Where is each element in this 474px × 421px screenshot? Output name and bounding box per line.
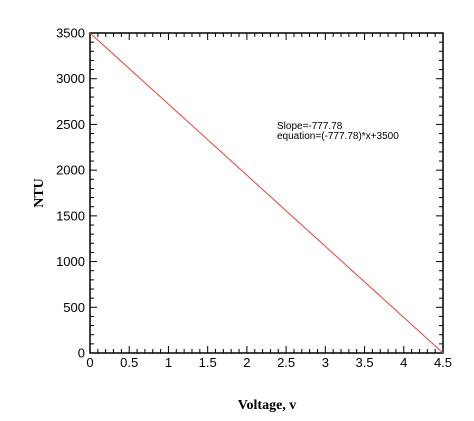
x-tick-label: 0 bbox=[86, 355, 93, 370]
y-tick-label: 500 bbox=[63, 300, 85, 315]
x-tick-label: 2 bbox=[243, 355, 250, 370]
x-axis-ticks: 0 0.5 1 1.5 2 2.5 3 3.5 4 4.5 bbox=[86, 33, 452, 370]
y-tick-label: 1000 bbox=[56, 254, 85, 269]
y-tick-label: 3000 bbox=[56, 71, 85, 86]
y-tick-label: 3500 bbox=[56, 26, 85, 41]
y-axis-title: NTU bbox=[32, 178, 47, 208]
equation-annotation: equation=(-777.78)*x+3500 bbox=[277, 131, 399, 142]
x-tick-label: 1.5 bbox=[199, 355, 217, 370]
x-tick-label: 1 bbox=[165, 355, 172, 370]
x-tick-label: 3.5 bbox=[356, 355, 374, 370]
x-tick-label: 4.5 bbox=[434, 355, 452, 370]
x-axis-title: Voltage, v bbox=[238, 398, 297, 413]
y-tick-label: 2500 bbox=[56, 117, 85, 132]
x-tick-label: 3 bbox=[322, 355, 329, 370]
y-axis-ticks: 0 500 1000 1500 2000 2500 3000 3500 bbox=[56, 26, 443, 361]
slope-annotation: Slope=-777.78 bbox=[277, 121, 343, 132]
x-tick-label: 4 bbox=[400, 355, 407, 370]
series-line bbox=[89, 32, 444, 354]
y-tick-label: 1500 bbox=[56, 208, 85, 223]
series-layer bbox=[89, 32, 444, 354]
y-tick-label: 2000 bbox=[56, 163, 85, 178]
y-tick-label: 0 bbox=[78, 346, 85, 361]
x-tick-label: 2.5 bbox=[277, 355, 295, 370]
plot-area-frame bbox=[89, 32, 444, 354]
x-tick-label: 0.5 bbox=[120, 355, 138, 370]
